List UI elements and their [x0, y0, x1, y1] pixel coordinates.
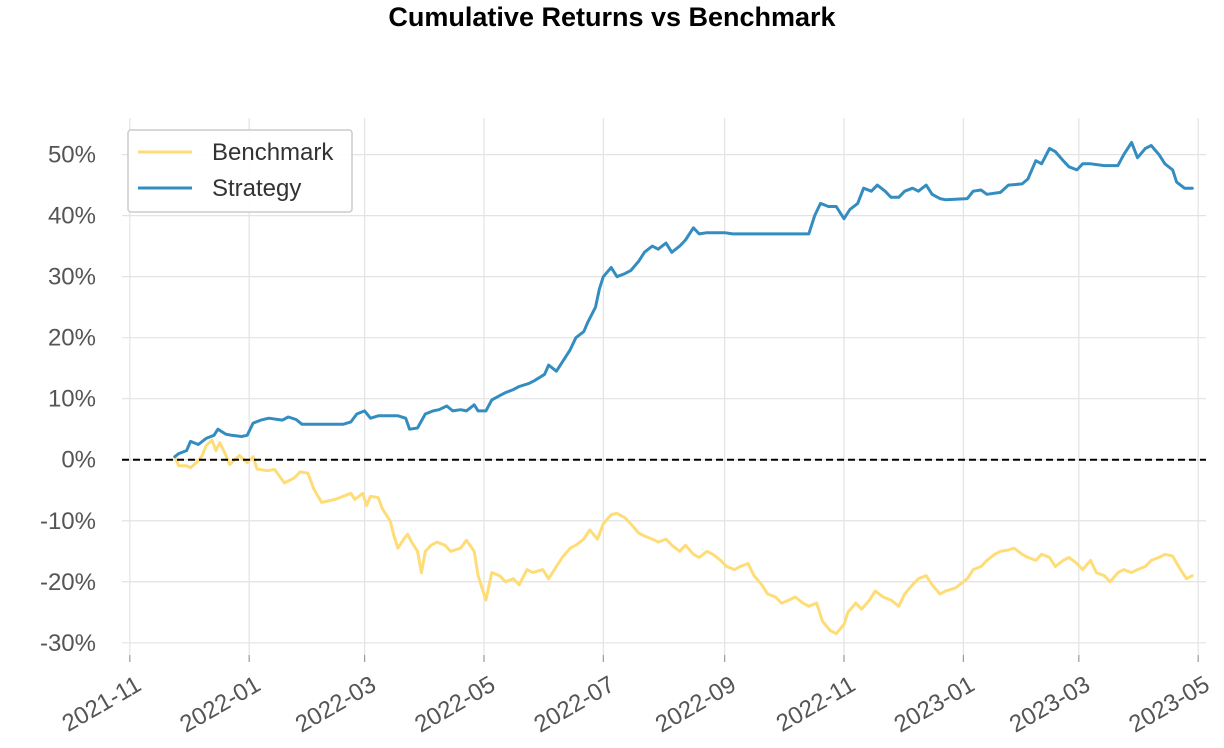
y-tick-label: -30%	[40, 630, 96, 657]
legend: Benchmark Strategy	[127, 129, 353, 213]
y-tick-label: 40%	[48, 203, 96, 230]
x-axis: 2021-11 2022-01 2022-03 2022-05 2022-07 2022-…	[58, 671, 1215, 738]
chart-title: Cumulative Returns vs Benchmark	[388, 2, 836, 32]
x-tick-label: 2022-03	[291, 671, 381, 738]
y-tick-label: 20%	[48, 325, 96, 352]
y-tick-label: -10%	[40, 508, 96, 535]
y-tick-label: 50%	[48, 142, 96, 169]
x-tick-label: 2023-03	[1005, 671, 1095, 738]
y-tick-label: -20%	[40, 569, 96, 596]
y-tick-label: 30%	[48, 264, 96, 291]
legend-label-strategy: Strategy	[212, 175, 301, 202]
y-tick-label: 10%	[48, 386, 96, 413]
y-tick-label: 0%	[61, 447, 96, 474]
x-tick-label: 2022-01	[175, 671, 265, 738]
x-tick-label: 2022-09	[651, 671, 741, 738]
x-tick-label: 2021-11	[58, 671, 146, 738]
legend-label-benchmark: Benchmark	[212, 139, 334, 166]
x-tick-label: 2022-11	[772, 671, 860, 738]
x-tick-label: 2023-01	[890, 671, 980, 738]
x-tick-label: 2022-05	[410, 671, 500, 738]
y-axis: -30% -20% -10% 0% 10% 20% 30% 40% 50%	[40, 142, 96, 657]
series-line-benchmark	[173, 438, 1194, 636]
series-layer	[173, 140, 1194, 636]
x-tick-label: 2022-07	[530, 671, 620, 738]
x-tick-label: 2023-05	[1124, 671, 1214, 738]
series-line-strategy	[173, 140, 1194, 459]
